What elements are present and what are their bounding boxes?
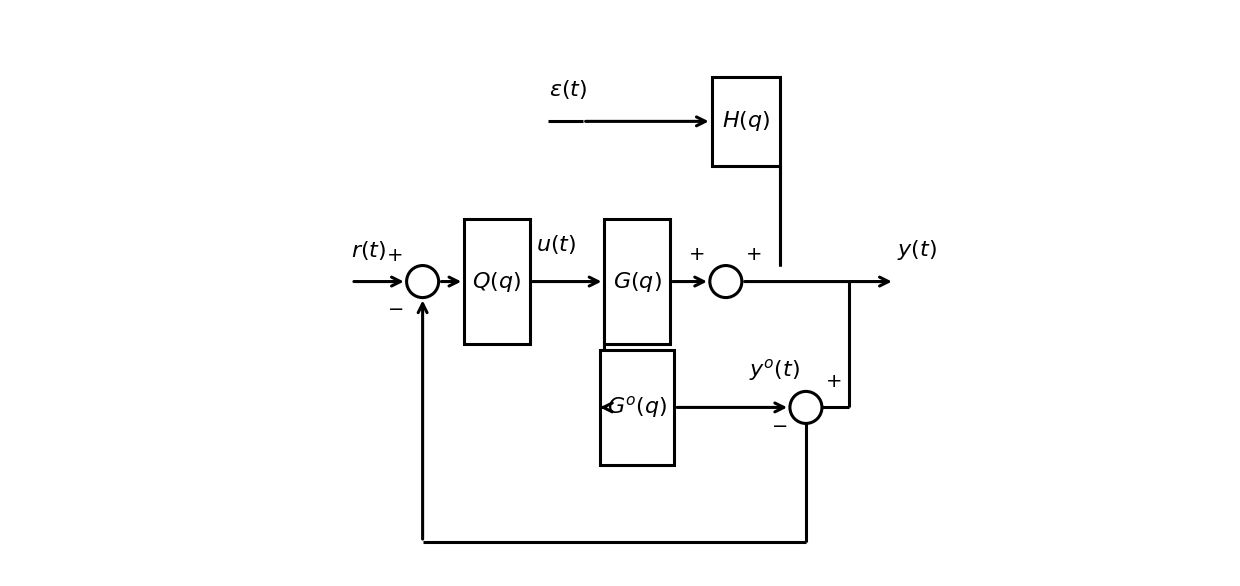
Text: $+$: $+$ (745, 244, 761, 264)
FancyBboxPatch shape (600, 350, 675, 465)
Text: $G(q)$: $G(q)$ (613, 270, 662, 294)
FancyBboxPatch shape (604, 219, 670, 345)
Text: $+$: $+$ (825, 372, 841, 391)
Text: $+$: $+$ (688, 244, 704, 264)
Text: $Q(q)$: $Q(q)$ (472, 270, 522, 294)
Text: $\varepsilon(t)$: $\varepsilon(t)$ (549, 79, 588, 101)
Text: $r(t)$: $r(t)$ (351, 239, 387, 261)
Text: $-$: $-$ (771, 415, 787, 434)
Text: $+$: $+$ (386, 246, 402, 265)
Text: $y^o(t)$: $y^o(t)$ (749, 357, 800, 383)
Text: $G^o(q)$: $G^o(q)$ (606, 394, 667, 420)
Text: $H(q)$: $H(q)$ (722, 110, 770, 134)
FancyBboxPatch shape (712, 77, 780, 166)
Text: $y(t)$: $y(t)$ (898, 238, 937, 262)
Text: $-$: $-$ (387, 298, 404, 317)
FancyBboxPatch shape (464, 219, 529, 345)
Text: $u(t)$: $u(t)$ (536, 233, 575, 256)
